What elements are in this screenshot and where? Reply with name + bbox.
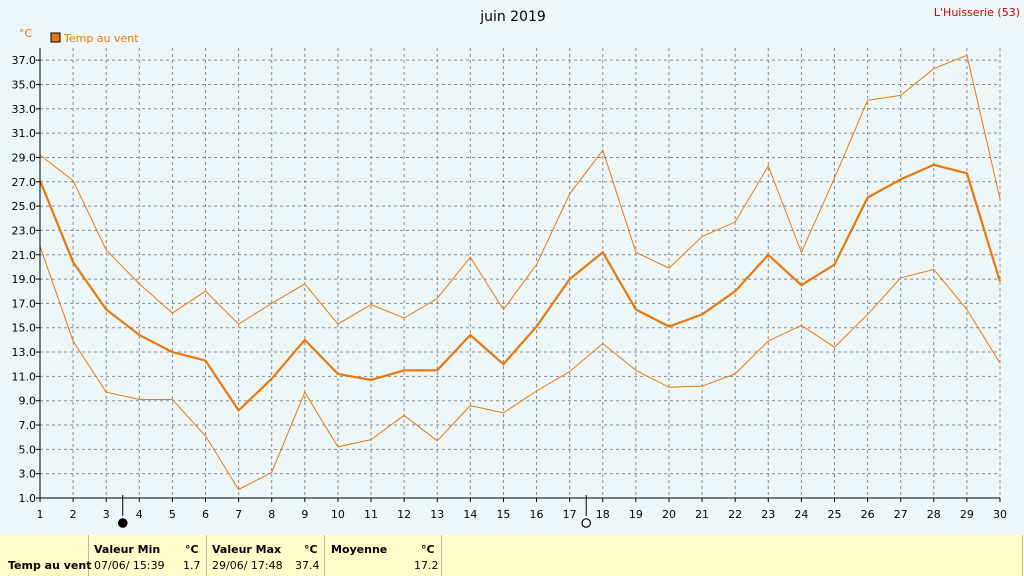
y-tick-label: 25.0 bbox=[12, 200, 37, 213]
grid bbox=[40, 48, 1001, 498]
x-tick-label: 14 bbox=[463, 508, 477, 521]
moon-phases bbox=[117, 495, 592, 528]
y-tick-label: 9.0 bbox=[19, 395, 37, 408]
x-tick-label: 25 bbox=[827, 508, 841, 521]
x-tick-label: 11 bbox=[364, 508, 378, 521]
x-tick-label: 5 bbox=[169, 508, 176, 521]
station-name: L'Huisserie (53) bbox=[934, 6, 1020, 19]
min-value: 1.7 bbox=[183, 559, 201, 572]
min-datetime: 07/06/ 15:39 bbox=[94, 559, 165, 572]
x-tick-label: 15 bbox=[496, 508, 510, 521]
full-moon-icon bbox=[581, 518, 592, 528]
x-tick-label: 19 bbox=[629, 508, 643, 521]
series-line-min bbox=[39, 246, 1001, 491]
y-tick-label: 35.0 bbox=[12, 78, 37, 91]
x-tick-label: 20 bbox=[662, 508, 676, 521]
y-tick-label: 29.0 bbox=[12, 151, 37, 164]
y-unit-label: °C bbox=[19, 27, 33, 40]
y-tick-label: 23.0 bbox=[12, 224, 37, 237]
x-tick-label: 18 bbox=[596, 508, 610, 521]
x-tick-label: 17 bbox=[563, 508, 577, 521]
x-tick-label: 28 bbox=[927, 508, 941, 521]
avg-unit: °C bbox=[421, 543, 435, 556]
y-tick-label: 11.0 bbox=[12, 370, 37, 383]
x-tick-label: 9 bbox=[301, 508, 308, 521]
max-datetime: 29/06/ 17:48 bbox=[212, 559, 283, 572]
x-tick-label: 27 bbox=[894, 508, 908, 521]
y-tick-labels: 37.0 35.0 33.0 31.0 29.0 27.0 25.0 23.0 21.0 19.0… bbox=[12, 54, 40, 505]
legend-label: Temp au vent bbox=[63, 32, 139, 45]
y-tick-label: 31.0 bbox=[12, 127, 37, 140]
chart: 37.035.033.031.029.027.025.023.021.019.0… bbox=[12, 6, 1020, 528]
y-tick-label: 5.0 bbox=[19, 443, 37, 456]
x-tick-label: 26 bbox=[861, 508, 875, 521]
x-tick-label: 3 bbox=[103, 508, 110, 521]
y-tick-label: 7.0 bbox=[19, 419, 37, 432]
y-tick-label: 3.0 bbox=[19, 468, 37, 481]
x-tick-label: 12 bbox=[397, 508, 411, 521]
max-unit: °C bbox=[304, 543, 318, 556]
y-tick-label: 17.0 bbox=[12, 297, 37, 310]
x-tick-label: 22 bbox=[728, 508, 742, 521]
min-unit: °C bbox=[185, 543, 199, 556]
legend-swatch bbox=[50, 32, 61, 43]
series-lines bbox=[38, 54, 1002, 491]
y-tick-label: 19.0 bbox=[12, 273, 37, 286]
chart-title: juin 2019 bbox=[479, 9, 546, 25]
avg-value: 17.2 bbox=[414, 559, 439, 572]
x-tick-label: 1 bbox=[37, 508, 44, 521]
summary-table: Temp au vent Valeur Min °C 07/06/ 15:39 … bbox=[0, 535, 1024, 576]
x-tick-label: 7 bbox=[235, 508, 242, 521]
series-line-mean bbox=[38, 163, 1002, 413]
x-tick-label: 24 bbox=[794, 508, 808, 521]
x-tick-label: 4 bbox=[136, 508, 143, 521]
y-tick-label: 37.0 bbox=[12, 54, 37, 67]
max-header: Valeur Max bbox=[212, 543, 282, 556]
series-line-max bbox=[39, 54, 1001, 325]
avg-header: Moyenne bbox=[331, 543, 388, 556]
x-tick-label: 10 bbox=[331, 508, 345, 521]
x-tick-labels: 1 2 3 4 5 6 7 8 9 10 11 12 13 14 15 16 17 18 19 20 21 22 23 24 2… bbox=[37, 498, 1007, 521]
plot-area bbox=[40, 48, 1000, 498]
y-tick-label: 21.0 bbox=[12, 249, 37, 262]
legend: Temp au vent bbox=[50, 32, 139, 45]
new-moon-icon bbox=[117, 518, 128, 528]
row-label: Temp au vent bbox=[8, 559, 92, 572]
x-tick-label: 2 bbox=[70, 508, 77, 521]
x-tick-label: 21 bbox=[695, 508, 709, 521]
y-tick-label: 15.0 bbox=[12, 322, 37, 335]
y-tick-label: 13.0 bbox=[12, 346, 37, 359]
x-tick-label: 8 bbox=[268, 508, 275, 521]
x-tick-label: 13 bbox=[430, 508, 444, 521]
y-tick-label: 1.0 bbox=[19, 492, 37, 505]
x-tick-label: 30 bbox=[993, 508, 1007, 521]
y-tick-label: 27.0 bbox=[12, 176, 37, 189]
x-tick-label: 29 bbox=[960, 508, 974, 521]
y-tick-label: 33.0 bbox=[12, 103, 37, 116]
x-tick-label: 6 bbox=[202, 508, 209, 521]
x-tick-label: 23 bbox=[761, 508, 775, 521]
min-header: Valeur Min bbox=[94, 543, 161, 556]
max-value: 37.4 bbox=[295, 559, 320, 572]
axes bbox=[39, 48, 1000, 499]
x-tick-label: 16 bbox=[530, 508, 544, 521]
